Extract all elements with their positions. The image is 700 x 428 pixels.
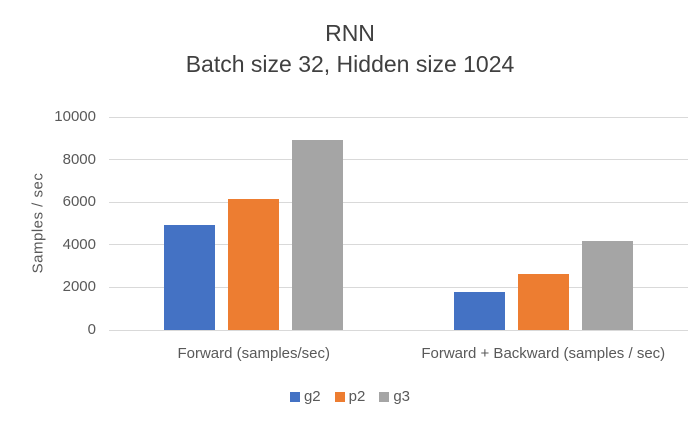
- gridline: [109, 116, 688, 118]
- legend: g2 p2 g3: [0, 388, 700, 405]
- y-tick-label: 6000: [62, 193, 96, 211]
- legend-swatch-g3: [379, 391, 390, 402]
- legend-item-p2: p2: [334, 388, 366, 405]
- y-tick-label: 10000: [54, 108, 96, 125]
- bar-g3-category-1: [292, 140, 343, 330]
- y-tick-label: 0: [87, 321, 96, 338]
- y-tick-label: 8000: [62, 150, 96, 168]
- x-category-label: Forward (samples/sec): [177, 345, 331, 362]
- legend-item-g3: g3: [379, 388, 410, 405]
- gridline: [109, 244, 688, 246]
- gridline: [109, 286, 688, 288]
- chart-title: RNN: [325, 20, 375, 46]
- bar-g3-category-2: [582, 241, 633, 330]
- y-tick-label: 4000: [62, 235, 96, 253]
- bar-g2-category-2: [454, 292, 505, 330]
- chart-title-block: RNN Batch size 32, Hidden size 1024: [0, 18, 700, 80]
- gridline: [109, 159, 688, 161]
- legend-label: p2: [348, 388, 366, 405]
- legend-swatch-p2: [334, 391, 345, 402]
- plot-area: [109, 116, 688, 331]
- y-axis-title: Samples / sec: [29, 172, 47, 274]
- y-tick-label: 2000: [62, 278, 96, 296]
- bar-g2-category-1: [164, 225, 215, 330]
- chart-subtitle: Batch size 32, Hidden size 1024: [185, 51, 515, 77]
- legend-label: g2: [303, 388, 321, 405]
- bar-p2-category-1: [228, 199, 279, 330]
- bar-p2-category-2: [518, 274, 569, 330]
- legend-label: g3: [393, 388, 411, 405]
- x-category-label: Forward + Backward (samples / sec): [421, 345, 666, 362]
- gridline: [109, 201, 688, 203]
- legend-item-g2: g2: [289, 388, 321, 405]
- legend-swatch-g2: [289, 391, 300, 402]
- x-axis-line: [109, 329, 688, 331]
